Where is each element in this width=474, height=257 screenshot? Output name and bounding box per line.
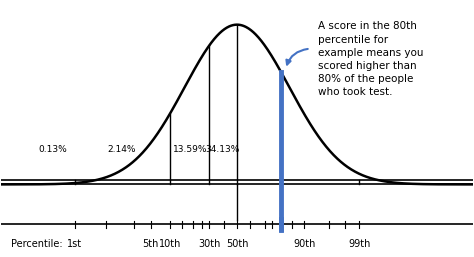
Text: 13.59%: 13.59%: [173, 145, 207, 154]
Text: 2.14%: 2.14%: [107, 145, 136, 154]
Text: 1st: 1st: [67, 238, 82, 249]
Text: 5th: 5th: [142, 238, 159, 249]
Text: 90th: 90th: [293, 238, 316, 249]
Text: A score in the 80th
percentile for
example means you
scored higher than
80% of t: A score in the 80th percentile for examp…: [319, 22, 424, 97]
Text: 34.13%: 34.13%: [206, 145, 240, 154]
Text: 30th: 30th: [198, 238, 221, 249]
Text: 0.13%: 0.13%: [39, 145, 68, 154]
Text: 99th: 99th: [348, 238, 370, 249]
Text: 10th: 10th: [159, 238, 181, 249]
Text: Percentile:: Percentile:: [11, 238, 63, 249]
Text: 50th: 50th: [226, 238, 248, 249]
